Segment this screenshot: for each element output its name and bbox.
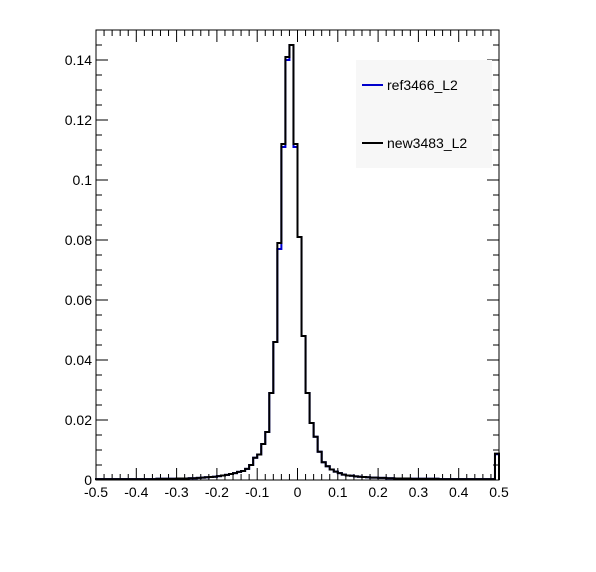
- y-tick-label: 0.08: [65, 232, 92, 248]
- x-tick-label: -0.3: [165, 484, 189, 500]
- series-new-line: [95, 44, 500, 481]
- x-tick-label: 0: [294, 484, 302, 500]
- y-tick-label: 0.12: [65, 112, 92, 128]
- x-tick-label: 0.3: [409, 484, 429, 500]
- x-tick-label: 0.2: [368, 484, 388, 500]
- x-tick-label: -0.5: [84, 484, 108, 500]
- x-tick-label: 0.1: [328, 484, 348, 500]
- y-tick-label: 0: [84, 472, 92, 488]
- x-tick-label: -0.2: [205, 484, 229, 500]
- y-tick-label: 0.1: [73, 172, 93, 188]
- histogram-series: [95, 44, 500, 481]
- legend-label-new: new3483_L2: [387, 135, 467, 151]
- x-tick-labels: -0.5 -0.4 -0.3 -0.2 -0.1 0 0.1 0.2 0.3 0.4 0.5: [84, 484, 509, 500]
- plot-frame: [95, 29, 500, 481]
- x-tick-label: -0.1: [245, 484, 269, 500]
- y-tick-labels: 0 0.02 0.04 0.06 0.08 0.1 0.12 0.14: [65, 52, 92, 488]
- x-tick-label: 0.4: [449, 484, 469, 500]
- legend: ref3466_L2 new3483_L2: [356, 60, 492, 168]
- legend-box: [356, 60, 492, 168]
- legend-label-ref: ref3466_L2: [387, 77, 458, 93]
- y-tick-label: 0.02: [65, 412, 92, 428]
- y-tick-label: 0.06: [65, 292, 92, 308]
- y-tick-label: 0.14: [65, 52, 92, 68]
- y-tick-label: 0.04: [65, 352, 92, 368]
- x-tick-label: -0.4: [124, 484, 148, 500]
- x-tick-label: 0.5: [489, 484, 509, 500]
